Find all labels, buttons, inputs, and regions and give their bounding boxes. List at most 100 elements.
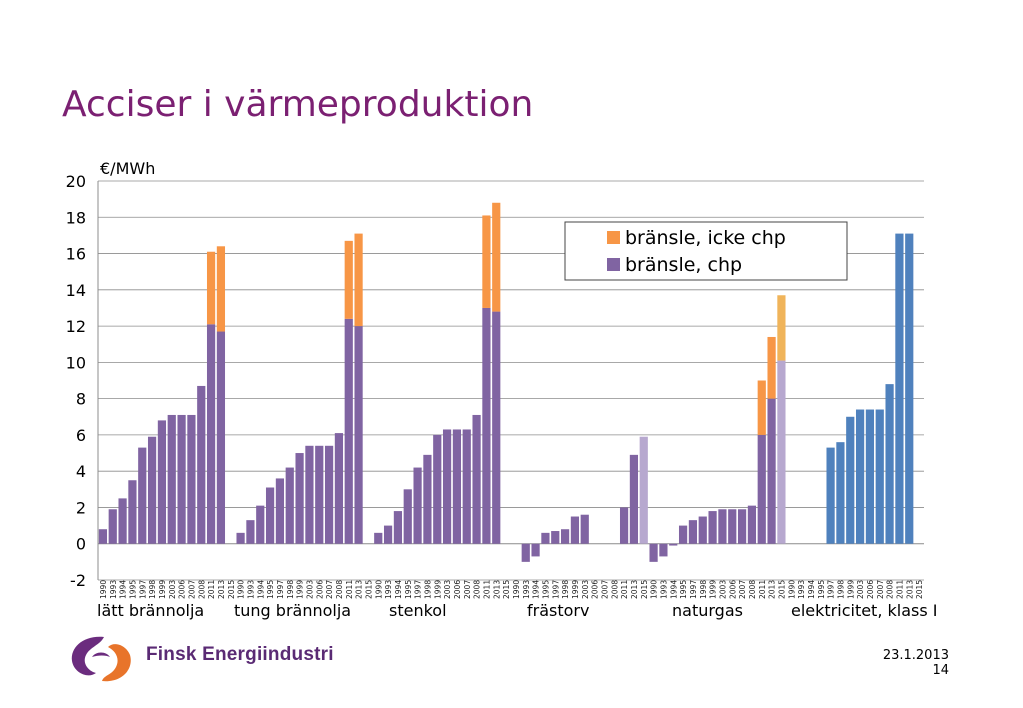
bar-chp — [757, 434, 766, 544]
bar-chp — [275, 478, 285, 544]
group-label-tung-brannolja: tung brännolja — [234, 601, 352, 620]
y-tick-label: 6 — [76, 426, 86, 445]
x-tick-label: 2007 — [463, 580, 472, 599]
bar-icke-chp — [492, 202, 501, 312]
y-axis-unit-label: €/MWh — [100, 159, 155, 178]
x-tick-label: 2008 — [748, 580, 757, 599]
bar-chp — [187, 414, 196, 544]
bar-chp — [718, 509, 727, 544]
y-tick-label: 18 — [66, 208, 86, 227]
x-tick-label: 2015 — [227, 580, 236, 599]
x-tick-label: 1995 — [404, 580, 413, 599]
bar-chp — [295, 453, 304, 544]
bar-chp — [462, 429, 471, 544]
bar-chp — [413, 467, 422, 544]
bar-chp — [560, 529, 570, 544]
x-tick-label: 2008 — [610, 580, 619, 599]
bar-chp — [246, 520, 255, 544]
x-tick-label: 1997 — [827, 580, 836, 599]
bar-chp — [767, 398, 776, 544]
bar-chp — [285, 467, 294, 544]
y-tick-label: 20 — [66, 172, 86, 191]
slide-date: 23.1.2013 — [882, 648, 949, 663]
x-tick-label: 2007 — [325, 580, 334, 599]
bar-chp — [374, 532, 383, 544]
x-tick-label: 1995 — [817, 580, 826, 599]
group-label-latt-brannolja: lätt brännolja — [97, 601, 205, 620]
bar-chp — [521, 543, 530, 562]
bar — [875, 409, 884, 544]
x-tick-label: 2015 — [364, 580, 373, 599]
group-label-naturgas: naturgas — [672, 601, 743, 620]
x-tick-label: 2015 — [777, 580, 786, 599]
x-tick-label: 1994 — [669, 580, 678, 599]
x-tick-label: 1999 — [571, 580, 580, 599]
x-tick-label: 1997 — [551, 580, 560, 599]
x-tick-label: 1998 — [423, 580, 432, 599]
bar-icke-chp — [344, 240, 353, 319]
x-tick-label: 2006 — [728, 580, 737, 599]
bar-icke-chp — [216, 246, 226, 332]
bar — [855, 409, 865, 544]
x-tick-label: 2013 — [768, 580, 777, 599]
x-tick-label: 1990 — [787, 580, 796, 599]
x-tick-label: 1999 — [296, 580, 305, 599]
x-tick-label: 1997 — [276, 580, 285, 599]
bar-chp — [659, 543, 668, 557]
x-tick-label: 2006 — [315, 580, 324, 599]
x-tick-label: 1994 — [256, 580, 265, 599]
y-tick-label: 0 — [76, 535, 86, 554]
x-tick-label: 1997 — [689, 580, 698, 599]
bar-chp — [108, 509, 117, 544]
x-tick-label: 2013 — [905, 580, 914, 599]
y-tick-label: 10 — [66, 353, 86, 372]
x-tick-label: 2008 — [473, 580, 482, 599]
x-tick-label: 2007 — [187, 580, 196, 599]
x-tick-label: 1990 — [650, 580, 659, 599]
bar-chp — [442, 429, 452, 544]
y-tick-label: -2 — [70, 571, 86, 590]
x-tick-label: 1997 — [414, 580, 423, 599]
x-tick-label: 2015 — [915, 580, 924, 599]
bar — [905, 233, 914, 544]
bar-chp — [737, 509, 747, 544]
y-tick-label: 14 — [66, 281, 86, 300]
x-tick-label: 2003 — [443, 580, 452, 599]
bar-icke-chp — [757, 380, 766, 435]
x-tick-label: 1993 — [659, 580, 668, 599]
legend-label-chp: bränsle, chp — [625, 254, 742, 276]
page-number: 14 — [932, 663, 949, 678]
x-tick-label: 1995 — [266, 580, 275, 599]
legend-label-icke-chp: bränsle, icke chp — [625, 227, 786, 249]
bar-chp — [305, 445, 314, 544]
bar-chp — [433, 434, 442, 544]
bar-chp — [629, 454, 639, 544]
bar-chp — [403, 489, 412, 544]
legend-swatch-icke-chp — [607, 231, 620, 244]
y-tick-label: 8 — [76, 390, 86, 409]
bar-chp — [747, 505, 757, 544]
bar-chp — [216, 331, 226, 544]
bar-chp — [206, 324, 216, 544]
bar-chp — [177, 414, 186, 544]
x-tick-label: 1998 — [286, 580, 295, 599]
x-tick-label: 2006 — [178, 580, 187, 599]
x-tick-label: 1990 — [237, 580, 246, 599]
x-tick-label: 1990 — [512, 580, 521, 599]
x-tick-label: 2011 — [482, 580, 491, 599]
x-tick-label: 1994 — [807, 580, 816, 599]
x-tick-label: 1995 — [541, 580, 550, 599]
x-tick-label: 2003 — [718, 580, 727, 599]
bar-chp — [393, 511, 403, 544]
bar-chp — [472, 414, 481, 544]
bar-icke-chp — [777, 295, 786, 361]
x-tick-label: 1993 — [109, 580, 118, 599]
bar-chp — [482, 307, 491, 544]
x-tick-label: 2003 — [581, 580, 590, 599]
bar-chp — [197, 385, 206, 544]
x-tick-label: 1994 — [532, 580, 541, 599]
x-tick-label: 2015 — [502, 580, 511, 599]
bar-chp — [138, 447, 147, 544]
bar-chp — [98, 529, 108, 544]
